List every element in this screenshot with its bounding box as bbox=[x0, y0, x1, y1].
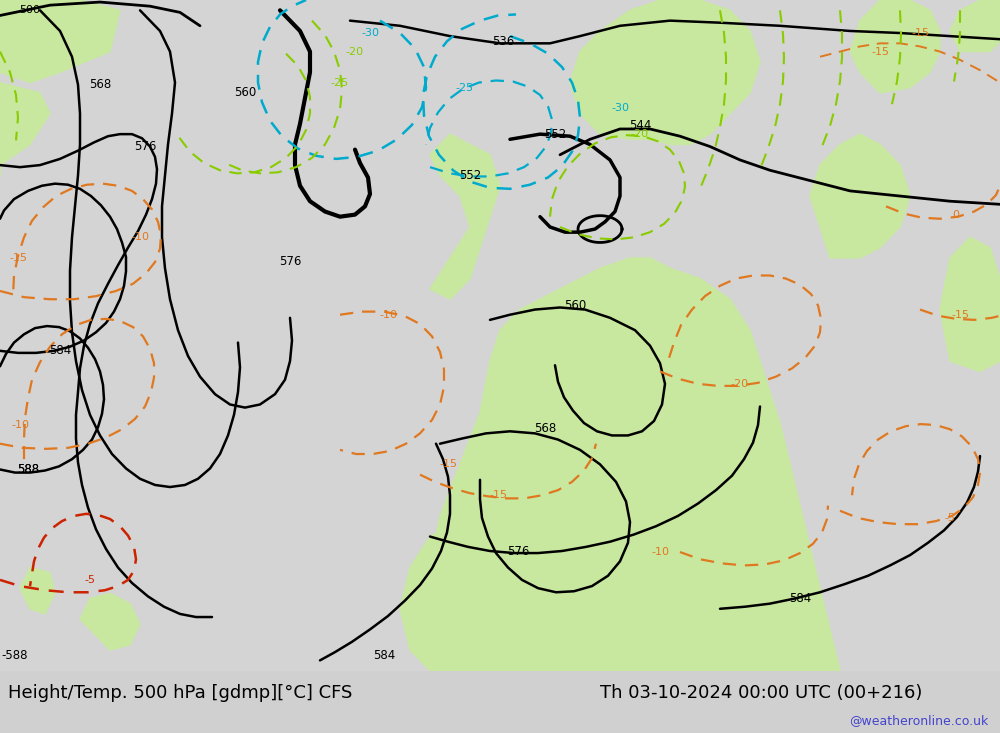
Text: -30: -30 bbox=[361, 28, 379, 38]
Text: 576: 576 bbox=[507, 545, 529, 558]
Text: 552: 552 bbox=[544, 128, 566, 141]
Text: -20: -20 bbox=[731, 379, 749, 388]
Polygon shape bbox=[400, 526, 510, 671]
Text: Th 03-10-2024 00:00 UTC (00+216): Th 03-10-2024 00:00 UTC (00+216) bbox=[600, 684, 922, 701]
Text: -15: -15 bbox=[951, 310, 969, 320]
Polygon shape bbox=[430, 258, 840, 671]
Text: 584: 584 bbox=[373, 649, 395, 662]
Text: 568: 568 bbox=[89, 78, 111, 91]
Text: 500: 500 bbox=[20, 5, 40, 15]
Text: 576: 576 bbox=[134, 140, 156, 153]
Text: -10: -10 bbox=[11, 420, 29, 430]
Text: 568: 568 bbox=[534, 421, 556, 435]
Text: 576: 576 bbox=[279, 254, 301, 268]
Polygon shape bbox=[570, 0, 760, 144]
Text: -30: -30 bbox=[611, 103, 629, 114]
Text: -5: -5 bbox=[944, 513, 956, 523]
Polygon shape bbox=[810, 134, 910, 258]
Text: -15: -15 bbox=[489, 490, 507, 501]
Text: -15: -15 bbox=[439, 460, 457, 469]
Polygon shape bbox=[20, 567, 55, 614]
Text: -15: -15 bbox=[871, 47, 889, 56]
Text: -10: -10 bbox=[651, 547, 669, 557]
Text: 552: 552 bbox=[459, 169, 481, 182]
Text: -15: -15 bbox=[9, 253, 27, 263]
Text: -10: -10 bbox=[379, 310, 397, 320]
Text: -5: -5 bbox=[84, 575, 96, 585]
Text: -15: -15 bbox=[911, 28, 929, 38]
Text: 584: 584 bbox=[789, 592, 811, 605]
Polygon shape bbox=[430, 134, 500, 299]
Text: -25: -25 bbox=[331, 78, 349, 87]
Text: Height/Temp. 500 hPa [gdmp][°C] CFS: Height/Temp. 500 hPa [gdmp][°C] CFS bbox=[8, 684, 352, 701]
Text: 0: 0 bbox=[952, 210, 960, 220]
Text: 584: 584 bbox=[49, 345, 71, 357]
Polygon shape bbox=[0, 83, 50, 175]
Text: 588: 588 bbox=[17, 463, 39, 476]
Polygon shape bbox=[80, 593, 140, 650]
Text: -10: -10 bbox=[131, 232, 149, 243]
Text: @weatheronline.co.uk: @weatheronline.co.uk bbox=[849, 714, 988, 727]
Text: 544: 544 bbox=[629, 119, 651, 133]
Text: -20: -20 bbox=[346, 47, 364, 56]
Text: -25: -25 bbox=[456, 83, 474, 92]
Text: 536: 536 bbox=[492, 34, 514, 48]
Text: -588: -588 bbox=[2, 649, 28, 662]
Text: 560: 560 bbox=[564, 299, 586, 312]
Polygon shape bbox=[0, 0, 120, 83]
Text: 560: 560 bbox=[234, 86, 256, 100]
Text: -20: -20 bbox=[631, 129, 649, 139]
Polygon shape bbox=[940, 237, 1000, 372]
Text: 588: 588 bbox=[17, 463, 39, 476]
Polygon shape bbox=[850, 0, 940, 93]
Polygon shape bbox=[950, 0, 1000, 51]
